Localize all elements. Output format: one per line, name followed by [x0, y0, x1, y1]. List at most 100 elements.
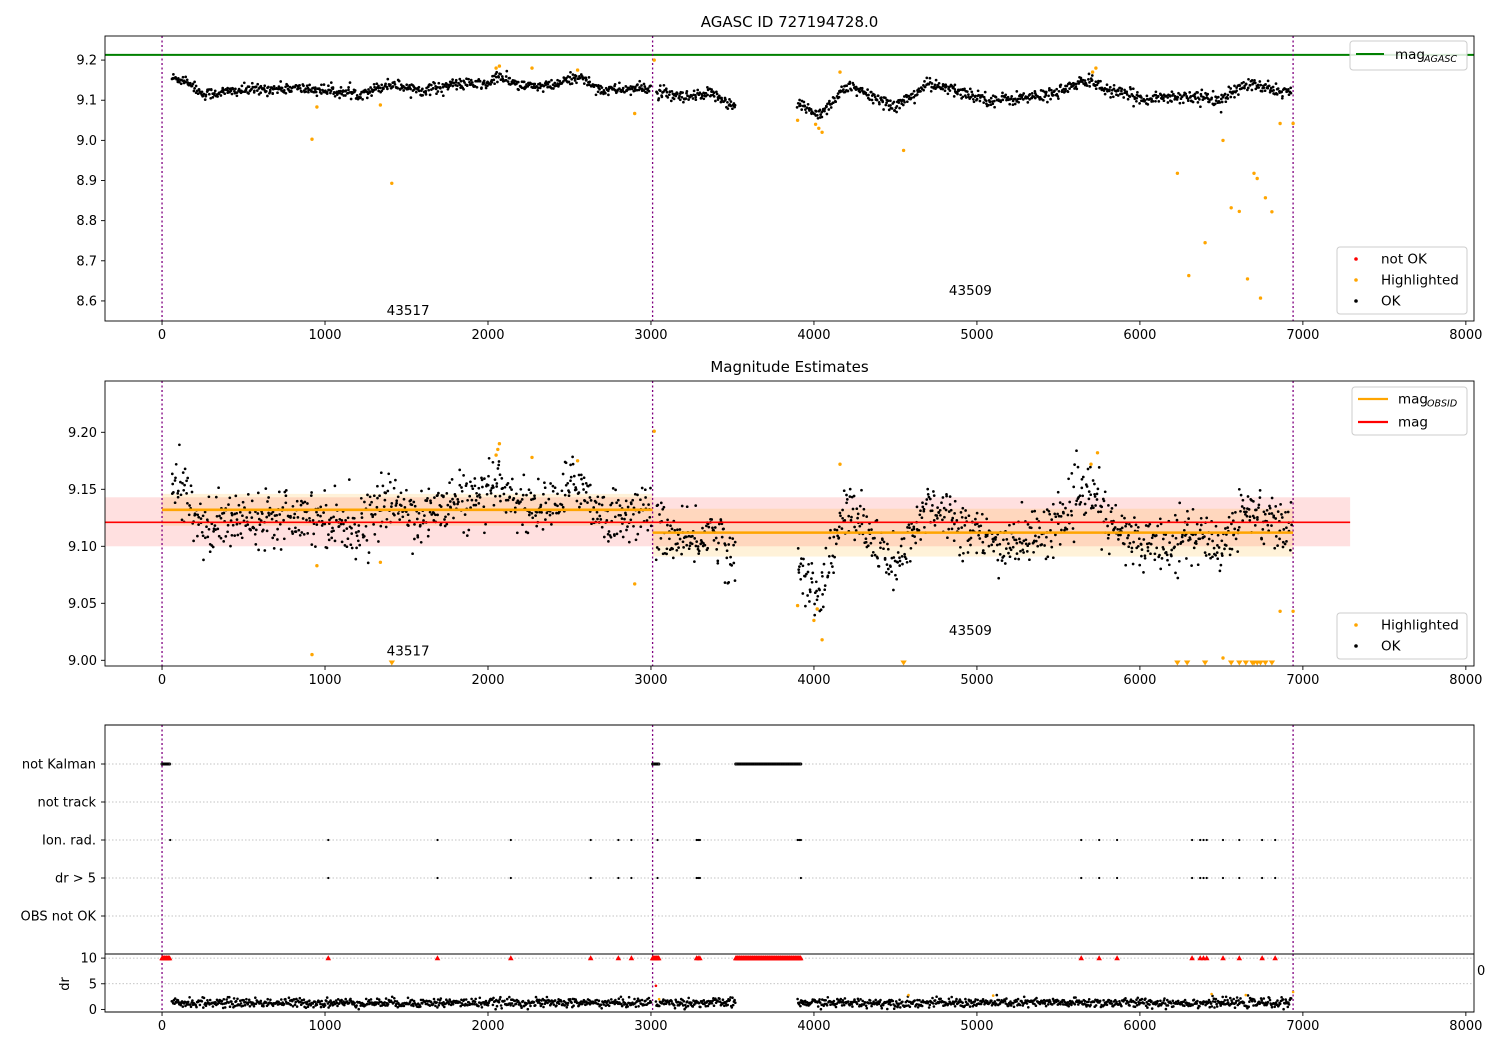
ok-point [656, 92, 659, 95]
ok-point [964, 509, 967, 512]
ok-point [928, 76, 932, 80]
ok-point [280, 86, 284, 90]
ok-point [816, 594, 820, 598]
ok-point [840, 1004, 844, 1007]
ok-point [1168, 541, 1171, 544]
ok-point [666, 518, 669, 522]
ok-point [632, 524, 635, 528]
ok-point [1109, 510, 1113, 514]
ok-point [998, 542, 1002, 546]
ok-point [632, 512, 635, 516]
ok-point [581, 1002, 584, 1006]
ok-point [346, 537, 350, 541]
ok-point [583, 499, 587, 503]
ok-point [1120, 87, 1124, 91]
ok-point [1058, 501, 1062, 504]
flag-point [697, 876, 700, 880]
ok-point [1037, 535, 1041, 539]
ok-point [967, 93, 970, 96]
ok-point [393, 80, 396, 84]
ok-point [632, 506, 636, 510]
ok-point [564, 483, 568, 487]
ok-point [1146, 549, 1150, 553]
ok-point [1280, 513, 1283, 516]
highlighted-point [575, 459, 580, 463]
ok-point [710, 1002, 714, 1005]
ok-point [1125, 93, 1129, 96]
ok-point [1086, 1003, 1090, 1007]
ok-point [354, 531, 358, 534]
ok-point [887, 108, 891, 112]
ok-point [469, 78, 473, 82]
ok-point [697, 549, 701, 553]
ok-point [725, 556, 729, 560]
ok-point [602, 88, 606, 92]
ok-point [968, 87, 972, 91]
ok-point [644, 999, 647, 1003]
ok-point [340, 92, 344, 96]
agasc-panel: 0 1000 2000 3000 4000 5000 6000 7000 80008.68.78… [76, 13, 1482, 343]
ok-point [1024, 542, 1028, 546]
ok-point [1116, 527, 1120, 531]
ok-point [815, 114, 819, 117]
ok-point [1273, 1005, 1276, 1009]
ok-point [1262, 542, 1266, 546]
ok-point [959, 511, 963, 514]
ok-point [621, 535, 625, 539]
ok-point [271, 1004, 275, 1008]
ok-point [582, 82, 586, 85]
ok-point [438, 1001, 441, 1005]
ok-point [361, 98, 364, 101]
ok-point [1094, 504, 1097, 507]
ok-point [325, 546, 329, 550]
ok-point [674, 94, 678, 98]
highlighted-point [1278, 609, 1282, 613]
ok-point [530, 511, 534, 515]
ok-point [243, 506, 246, 509]
ok-point [1150, 536, 1154, 540]
ok-point [1135, 998, 1138, 1001]
ok-point [335, 503, 338, 507]
ok-point [486, 84, 489, 88]
ok-point [671, 547, 674, 551]
ok-point [347, 1001, 351, 1005]
ok-point [1120, 514, 1124, 518]
ok-point [702, 999, 706, 1002]
ok-point [480, 478, 484, 482]
flag-point [799, 762, 803, 766]
ok-point [579, 1000, 583, 1003]
ok-point [1128, 522, 1131, 526]
ok-point [1262, 86, 1266, 90]
ok-point [247, 998, 251, 1002]
ok-point [1210, 1005, 1214, 1008]
ok-point [1030, 510, 1034, 513]
ok-point [579, 473, 583, 477]
ok-point [256, 491, 260, 495]
ok-point [543, 486, 547, 490]
ok-point [816, 116, 820, 120]
ok-point [202, 558, 205, 562]
ok-point [967, 514, 971, 518]
ok-point [360, 516, 364, 519]
ok-point [493, 82, 496, 86]
ok-point [804, 111, 808, 114]
highlighted-point [496, 447, 500, 452]
ok-point [889, 99, 892, 103]
ok-point [549, 482, 552, 485]
ok-point [542, 492, 545, 496]
ok-point [609, 535, 613, 539]
ok-point [375, 997, 379, 1000]
ok-point [233, 534, 237, 537]
highlighted-point [1094, 66, 1098, 70]
x-tick-label: 4000 [797, 673, 830, 688]
ok-point [311, 518, 315, 522]
ok-point [459, 1004, 463, 1008]
ok-point [869, 541, 873, 545]
ok-point [1056, 94, 1060, 98]
ok-point [209, 96, 213, 100]
ok-point [649, 84, 652, 88]
ok-point [372, 82, 376, 86]
ok-point [1176, 542, 1180, 546]
ok-point [338, 1002, 341, 1005]
ok-point [886, 547, 890, 551]
